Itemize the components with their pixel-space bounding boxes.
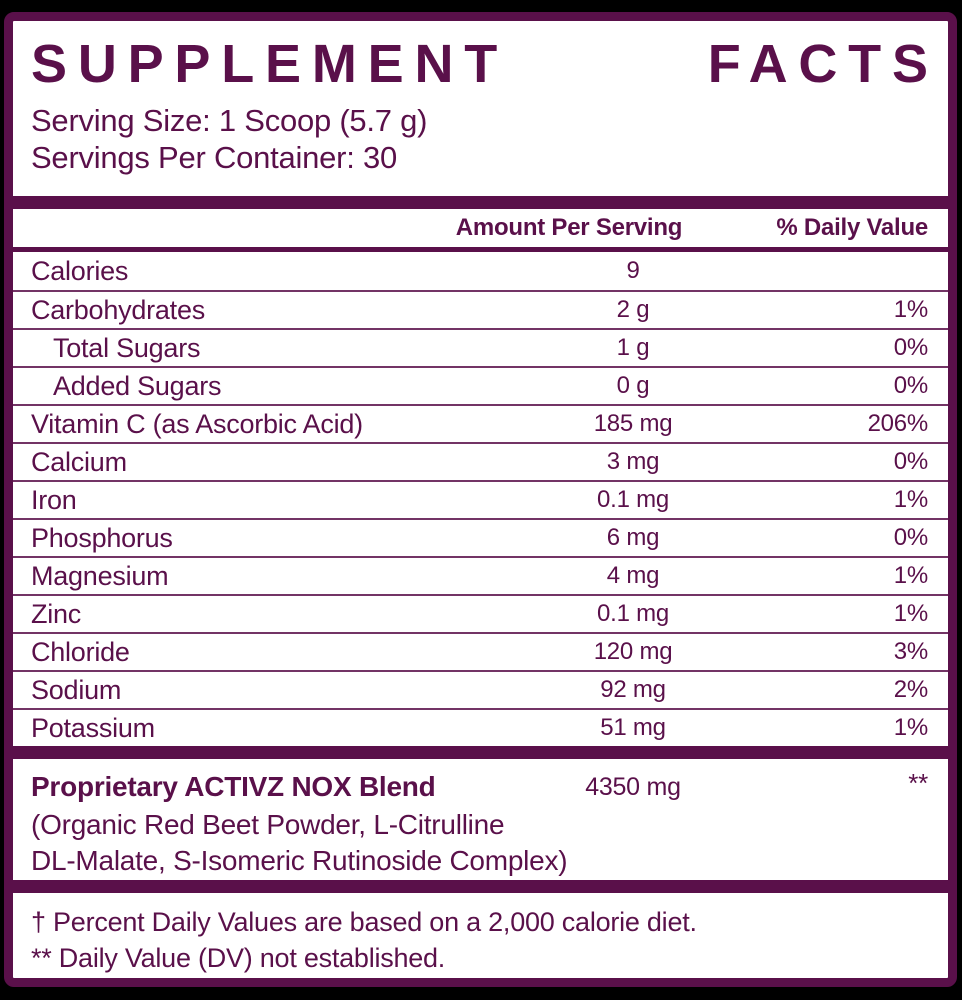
servings-per-container-text: Servings Per Container: 30	[31, 140, 397, 176]
nutrient-amount: 0.1 mg	[597, 600, 669, 627]
nutrient-row: Magnesium 4 mg 1%	[13, 556, 948, 594]
column-daily-value-header: % Daily Value	[776, 214, 928, 241]
nutrient-name: Magnesium	[31, 560, 169, 591]
nutrient-daily-value: 1%	[893, 562, 928, 589]
blend-name: Proprietary ACTIVZ NOX Blend	[31, 771, 436, 802]
nutrient-amount: 3 mg	[606, 448, 660, 475]
nutrient-daily-value: 1%	[893, 714, 928, 741]
nutrient-name: Sodium	[31, 674, 122, 705]
blend-ingredients-line-2: DL-Malate, S-Isomeric Rutinoside Complex…	[31, 845, 568, 876]
nutrient-name: Phosphorus	[31, 522, 173, 553]
panel-title: SUPPLEMENT FACTS	[31, 34, 928, 94]
nutrient-daily-value: 0%	[893, 524, 928, 551]
nutrient-amount: 2 g	[616, 296, 650, 323]
nutrient-daily-value: 1%	[893, 600, 928, 627]
serving-size-text: Serving Size: 1 Scoop (5.7 g)	[31, 103, 428, 139]
footnotes-section: † Percent Daily Values are based on a 2,…	[13, 893, 948, 978]
nutrient-daily-value: 1%	[893, 296, 928, 323]
nutrient-row: Carbohydrates 2 g 1%	[13, 290, 948, 328]
nutrient-amount: 6 mg	[606, 524, 660, 551]
nutrient-daily-value: 1%	[893, 486, 928, 513]
nutrient-row: Phosphorus 6 mg 0%	[13, 518, 948, 556]
nutrient-row: Vitamin C (as Ascorbic Acid) 185 mg 206%	[13, 404, 948, 442]
nutrient-name: Total Sugars	[53, 332, 201, 363]
nutrient-amount: 185 mg	[593, 410, 673, 437]
nutrient-row: Potassium 51 mg 1%	[13, 708, 948, 746]
nutrient-daily-value: 2%	[893, 676, 928, 703]
nutrient-daily-value: 0%	[893, 372, 928, 399]
proprietary-blend-section: Proprietary ACTIVZ NOX Blend 4350 mg ** …	[13, 759, 948, 880]
supplement-facts-panel: SUPPLEMENT FACTS Serving Size: 1 Scoop (…	[4, 12, 957, 987]
nutrient-row: Sodium 92 mg 2%	[13, 670, 948, 708]
title-word-facts: FACTS	[707, 34, 939, 94]
blend-amount: 4350 mg	[585, 772, 681, 801]
nutrient-name: Calcium	[31, 446, 127, 477]
nutrient-name: Calories	[31, 255, 129, 286]
nutrient-name: Zinc	[31, 598, 82, 629]
nutrient-amount: 9	[626, 257, 640, 284]
nutrient-rows: Calories 9 Carbohydrates 2 g 1% Total Sugars 1…	[13, 252, 948, 746]
blend-row: Proprietary ACTIVZ NOX Blend 4350 mg **	[13, 767, 948, 807]
nutrient-row: Total Sugars 1 g 0%	[13, 328, 948, 366]
nutrient-amount: 92 mg	[600, 676, 666, 703]
nutrient-amount: 4 mg	[606, 562, 660, 589]
nutrient-daily-value: 206%	[867, 410, 929, 437]
table-header-row: Amount Per Serving % Daily Value	[13, 209, 948, 252]
nutrient-name: Iron	[31, 484, 77, 515]
nutrient-amount: 51 mg	[600, 714, 666, 741]
blend-daily-value-asterisks: **	[908, 768, 928, 798]
nutrient-row: Iron 0.1 mg 1%	[13, 480, 948, 518]
nutrient-amount: 0 g	[616, 372, 650, 399]
nutrient-name: Vitamin C (as Ascorbic Acid)	[31, 408, 363, 439]
title-word-supplement: SUPPLEMENT	[31, 34, 509, 94]
nutrients-table-section: Amount Per Serving % Daily Value Calorie…	[13, 209, 948, 746]
nutrient-amount: 1 g	[616, 334, 650, 361]
nutrient-row: Zinc 0.1 mg 1%	[13, 594, 948, 632]
footnote-daily-values: † Percent Daily Values are based on a 2,…	[31, 907, 697, 937]
nutrient-name: Added Sugars	[53, 370, 222, 401]
nutrient-row: Calories 9	[13, 252, 948, 290]
nutrient-name: Chloride	[31, 636, 130, 667]
nutrient-daily-value: 0%	[893, 448, 928, 475]
nutrient-row: Added Sugars 0 g 0%	[13, 366, 948, 404]
footnote-dv-not-established: ** Daily Value (DV) not established.	[31, 943, 446, 973]
nutrient-amount: 0.1 mg	[597, 486, 669, 513]
nutrient-name: Potassium	[31, 712, 155, 743]
nutrient-row: Calcium 3 mg 0%	[13, 442, 948, 480]
nutrient-row: Chloride 120 mg 3%	[13, 632, 948, 670]
nutrient-daily-value: 3%	[893, 638, 928, 665]
nutrient-daily-value: 0%	[893, 334, 928, 361]
column-amount-header: Amount Per Serving	[455, 214, 683, 241]
nutrient-name: Carbohydrates	[31, 294, 205, 325]
nutrient-amount: 120 mg	[593, 638, 673, 665]
blend-ingredients-line-1: (Organic Red Beet Powder, L-Citrulline	[31, 809, 505, 840]
header-section: SUPPLEMENT FACTS Serving Size: 1 Scoop (…	[13, 21, 948, 196]
